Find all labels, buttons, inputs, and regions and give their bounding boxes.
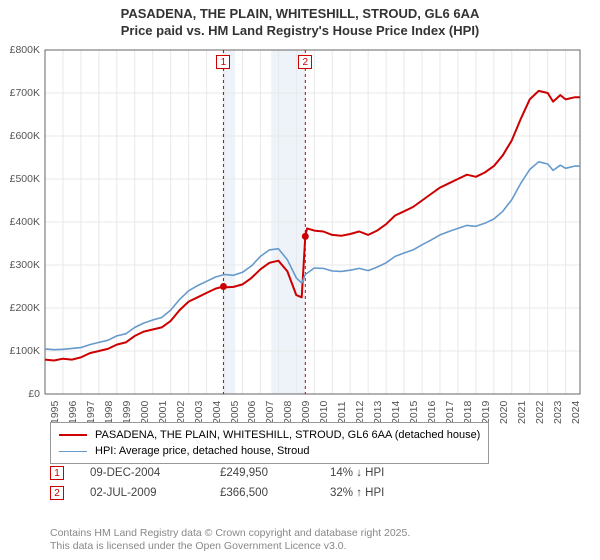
y-axis-tick-label: £800K [10, 44, 40, 56]
x-axis-tick-label: 2007 [264, 401, 276, 424]
x-axis-tick-label: 2012 [354, 401, 366, 424]
footer-line2: This data is licensed under the Open Gov… [50, 540, 410, 554]
table-row: 1 09-DEC-2004 £249,950 14% ↓ HPI [50, 463, 430, 483]
x-axis-tick-label: 1998 [103, 401, 115, 424]
x-axis-tick-label: 2011 [336, 401, 348, 424]
marker-date: 09-DEC-2004 [90, 467, 220, 479]
x-axis-tick-label: 2009 [300, 401, 312, 424]
x-axis-tick-label: 2016 [426, 401, 438, 424]
marker-hpi: 14% ↓ HPI [330, 467, 430, 479]
line-chart-svg [35, 42, 590, 412]
footer-attribution: Contains HM Land Registry data © Crown c… [50, 527, 410, 554]
x-axis-tick-label: 1995 [49, 401, 61, 424]
title-line1: PASADENA, THE PLAIN, WHITESHILL, STROUD,… [0, 6, 600, 21]
legend: PASADENA, THE PLAIN, WHITESHILL, STROUD,… [50, 422, 489, 464]
legend-swatch [59, 451, 87, 452]
x-axis-tick-label: 2010 [318, 401, 330, 424]
sale-markers-table: 1 09-DEC-2004 £249,950 14% ↓ HPI 2 02-JU… [50, 463, 430, 503]
x-axis-tick-label: 2014 [390, 401, 402, 424]
legend-item: PASADENA, THE PLAIN, WHITESHILL, STROUD,… [59, 427, 480, 443]
y-axis-tick-label: £0 [28, 388, 40, 400]
x-axis-tick-label: 2022 [534, 401, 546, 424]
x-axis-tick-label: 1996 [67, 401, 79, 424]
x-axis-tick-label: 1999 [121, 401, 133, 424]
x-axis-tick-label: 2021 [516, 401, 528, 424]
x-axis-tick-label: 2015 [408, 401, 420, 424]
y-axis-tick-label: £300K [10, 259, 40, 271]
table-row: 2 02-JUL-2009 £366,500 32% ↑ HPI [50, 483, 430, 503]
footer-line1: Contains HM Land Registry data © Crown c… [50, 527, 410, 541]
x-axis-tick-label: 1997 [85, 401, 97, 424]
x-axis-tick-label: 2002 [175, 401, 187, 424]
chart-plot-area [35, 42, 590, 412]
marker-hpi: 32% ↑ HPI [330, 487, 430, 499]
x-axis-tick-label: 2017 [444, 401, 456, 424]
chart-marker-badge: 2 [298, 55, 312, 69]
y-axis-tick-label: £200K [10, 302, 40, 314]
marker-price: £366,500 [220, 487, 330, 499]
x-axis-tick-label: 2020 [498, 401, 510, 424]
marker-badge: 1 [50, 466, 64, 480]
legend-item: HPI: Average price, detached house, Stro… [59, 443, 480, 459]
x-axis-tick-label: 2024 [570, 401, 582, 424]
x-axis-tick-label: 2000 [139, 401, 151, 424]
x-axis-tick-label: 2006 [246, 401, 258, 424]
y-axis-tick-label: £100K [10, 345, 40, 357]
y-axis-tick-label: £500K [10, 173, 40, 185]
legend-label: PASADENA, THE PLAIN, WHITESHILL, STROUD,… [95, 429, 480, 441]
x-axis-tick-label: 2005 [229, 401, 241, 424]
x-axis-tick-label: 2023 [552, 401, 564, 424]
marker-price: £249,950 [220, 467, 330, 479]
x-axis-tick-label: 2001 [157, 401, 169, 424]
x-axis-tick-label: 2008 [282, 401, 294, 424]
y-axis-tick-label: £600K [10, 130, 40, 142]
chart-marker-badge: 1 [216, 55, 230, 69]
y-axis-tick-label: £400K [10, 216, 40, 228]
marker-date: 02-JUL-2009 [90, 487, 220, 499]
y-axis-tick-label: £700K [10, 87, 40, 99]
x-axis-tick-label: 2004 [211, 401, 223, 424]
x-axis-tick-label: 2018 [462, 401, 474, 424]
x-axis-tick-label: 2003 [193, 401, 205, 424]
legend-swatch [59, 434, 87, 436]
x-axis-tick-label: 2019 [480, 401, 492, 424]
marker-badge: 2 [50, 486, 64, 500]
x-axis-tick-label: 2013 [372, 401, 384, 424]
chart-title: PASADENA, THE PLAIN, WHITESHILL, STROUD,… [0, 0, 600, 38]
legend-label: HPI: Average price, detached house, Stro… [95, 445, 309, 457]
title-line2: Price paid vs. HM Land Registry's House … [0, 23, 600, 38]
